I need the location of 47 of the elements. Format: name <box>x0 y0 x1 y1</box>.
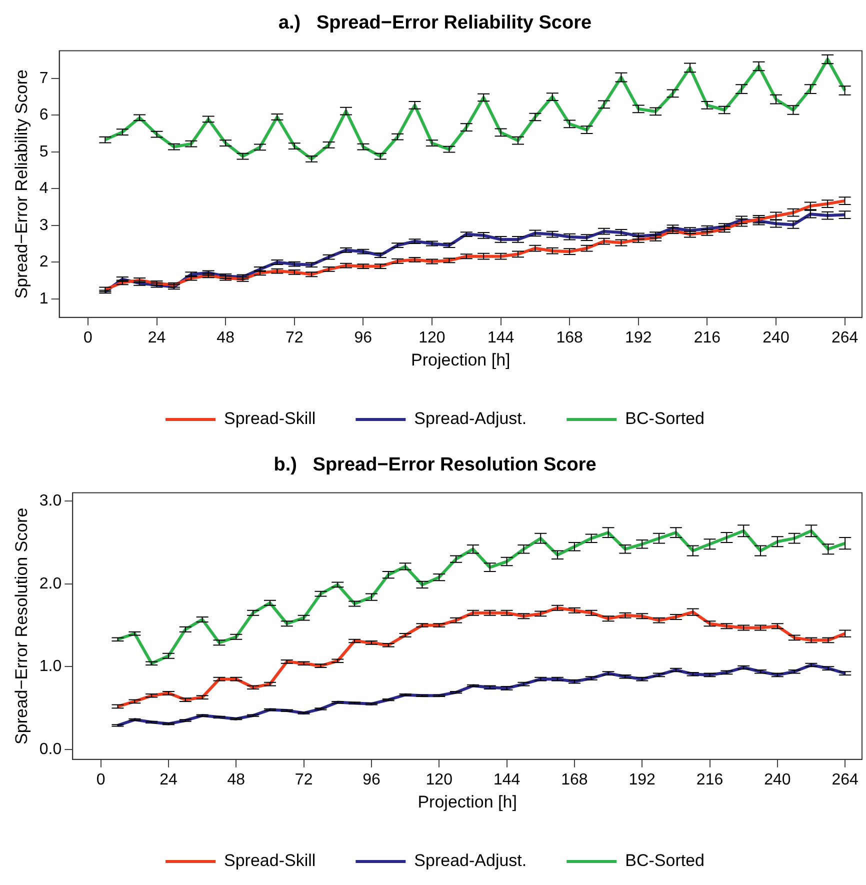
y-tick-label: 5 <box>39 143 48 160</box>
x-tick-label: 240 <box>764 771 791 788</box>
legend-label: Spread-Skill <box>224 409 316 428</box>
x-tick-label: 0 <box>96 771 106 788</box>
x-tick-label: 168 <box>556 329 584 346</box>
x-tick-label: 264 <box>832 771 859 788</box>
x-tick-label: 96 <box>354 329 372 346</box>
x-tick-label: 72 <box>285 329 304 346</box>
x-tick-label: 72 <box>294 771 313 788</box>
x-tick-label: 96 <box>362 771 380 788</box>
legend-label: BC-Sorted <box>625 851 704 870</box>
x-tick-label: 192 <box>625 329 652 346</box>
y-tick-label: 1.0 <box>39 658 62 676</box>
y-tick-label: 2 <box>39 254 48 271</box>
y-tick-label: 4 <box>39 180 48 198</box>
x-tick-label: 240 <box>762 329 790 346</box>
x-tick-label: 24 <box>160 771 178 788</box>
y-axis-title: Spread−Error Reliability Score <box>12 70 31 299</box>
y-tick-label: 1 <box>39 290 48 308</box>
y-axis-title: Spread−Error Resolution Score <box>12 508 31 744</box>
legend-label: Spread-Adjust. <box>414 851 527 870</box>
x-tick-label: 264 <box>831 329 858 346</box>
x-tick-label: 120 <box>418 329 446 346</box>
x-tick-label: 0 <box>84 329 93 346</box>
legend-label: Spread-Adjust. <box>414 409 527 428</box>
chart-title: b.) Spread−Error Resolution Score <box>274 454 596 476</box>
x-axis-title: Projection [h] <box>418 792 517 812</box>
x-tick-label: 48 <box>227 771 246 788</box>
x-tick-label: 24 <box>148 329 166 346</box>
x-tick-label: 120 <box>426 771 453 788</box>
x-axis-title: Projection [h] <box>411 350 510 370</box>
x-tick-label: 144 <box>493 771 520 788</box>
y-tick-label: 0.0 <box>39 740 62 758</box>
x-tick-label: 144 <box>487 329 514 346</box>
x-tick-label: 168 <box>561 771 588 788</box>
x-tick-label: 216 <box>694 329 721 346</box>
y-tick-label: 2.0 <box>39 575 62 592</box>
x-tick-label: 48 <box>216 329 235 346</box>
y-tick-label: 7 <box>39 70 48 87</box>
x-tick-label: 216 <box>696 771 724 788</box>
legend-label: Spread-Skill <box>224 851 316 870</box>
y-tick-label: 6 <box>39 106 48 124</box>
y-tick-label: 3 <box>39 216 48 234</box>
y-tick-label: 3.0 <box>39 492 62 510</box>
x-tick-label: 192 <box>628 771 656 788</box>
chart-title: a.) Spread−Error Reliability Score <box>278 12 592 34</box>
legend-label: BC-Sorted <box>625 409 704 428</box>
